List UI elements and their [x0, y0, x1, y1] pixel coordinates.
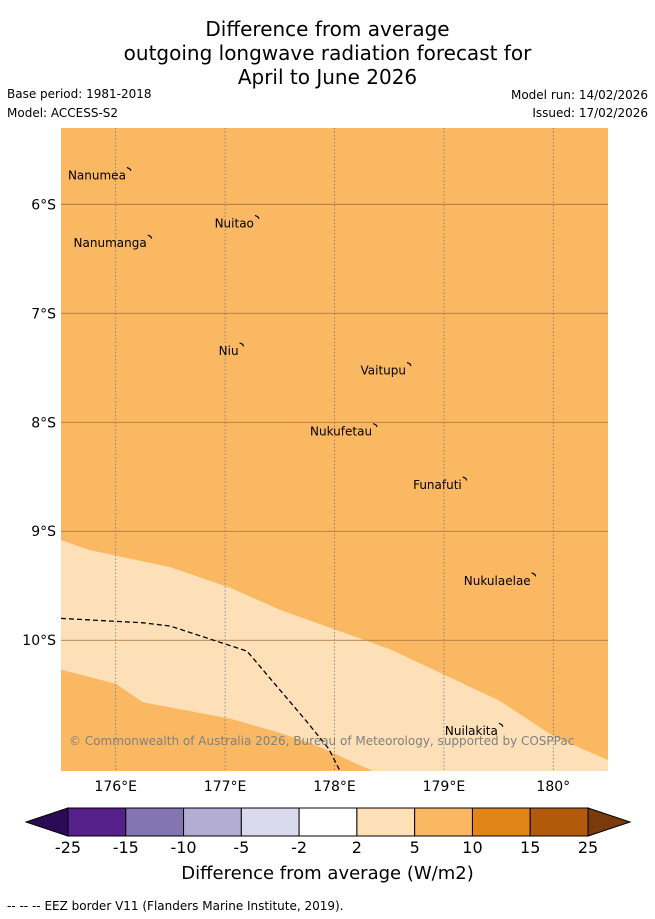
issued-date: Issued: 17/02/2026 [532, 106, 648, 120]
base-period: Base period: 1981-2018 [7, 87, 152, 101]
eez-border-legend-text: EEZ border V11 (Flanders Marine Institut… [44, 899, 344, 913]
colorbar-tick-label: -5 [233, 838, 250, 857]
island-label: Niu [219, 344, 239, 358]
longitude-tick-label: 178°E [313, 779, 356, 795]
island-label: Nukulaelae [464, 574, 531, 588]
colorbar-title: Difference from average (W/m2) [181, 863, 474, 884]
colorbar-segment [471, 807, 531, 837]
island-outline [531, 572, 537, 577]
island-outline [498, 722, 504, 727]
copyright-notice: © Commonwealth of Australia 2026, Bureau… [69, 734, 574, 748]
island-outline [372, 422, 378, 428]
colorbar-tick-label: -25 [54, 838, 82, 857]
island-outline [462, 476, 468, 481]
island-outline [147, 234, 153, 239]
colorbar-segment [356, 807, 416, 837]
colorbar-segment [529, 807, 589, 837]
island-label: Nukufetau [310, 425, 372, 439]
longitude-tick-label: 176°E [94, 779, 137, 795]
latitude-tick-label: 6°S [31, 197, 56, 213]
eez-border-line [61, 617, 341, 771]
latitude-tick-label: 8°S [31, 415, 56, 431]
map-title: Difference from average outgoing longwav… [0, 17, 655, 89]
colorbar-over-arrow [587, 807, 632, 837]
colorbar-under-arrow [24, 807, 69, 837]
island-label: Nanumanga [74, 236, 147, 250]
island-label: Funafuti [413, 478, 462, 492]
anomaly-region-2-to-5 [61, 540, 608, 771]
colorbar-segment [298, 807, 358, 837]
map-legend: -- -- -- EEZ border V11 (Flanders Marine… [7, 899, 344, 913]
colorbar-tick-label: 25 [577, 838, 599, 857]
model-name: Model: ACCESS-S2 [7, 106, 119, 120]
longitude-tick-label: 179°E [423, 779, 466, 795]
colorbar-segment [414, 807, 473, 837]
island-outline [126, 166, 132, 172]
colorbar-segment [183, 807, 242, 837]
island-outline [239, 342, 245, 347]
colorbar-tick-label: 15 [520, 838, 541, 857]
colorbar-tick-label: -2 [291, 838, 308, 857]
island-label: Nanumea [68, 168, 126, 182]
colorbar-segment [67, 807, 127, 837]
latitude-tick-label: 7°S [31, 306, 56, 322]
longitude-tick-label: 180° [536, 779, 570, 795]
model-run: Model run: 14/02/2026 [510, 88, 648, 102]
title-line-2: outgoing longwave radiation forecast for [123, 41, 532, 65]
longitude-tick-label: 177°E [204, 779, 247, 795]
latitude-tick-label: 9°S [31, 524, 56, 540]
colorbar-tick-label: 2 [351, 838, 362, 857]
colorbar-tick-label: 5 [409, 838, 420, 857]
title-line-3: April to June 2026 [237, 65, 418, 89]
colorbar-tick-label: 10 [462, 838, 483, 857]
latitude-tick-label: 10°S [22, 633, 56, 649]
plot-area: Nanumea Nuitao Nanumanga Niu Vaitupu Nukufeta… [61, 128, 608, 771]
colorbar-tick-label: -10 [170, 838, 197, 857]
title-line-1: Difference from average [205, 17, 450, 41]
eez-border-legend-marker: -- -- -- [7, 899, 41, 913]
island-label: Vaitupu [360, 363, 406, 377]
colorbar-segment [125, 807, 185, 837]
island-label: Nuilakita [445, 724, 498, 738]
colorbar-tick-label: -15 [112, 838, 139, 857]
island-label: Nuitao [215, 216, 254, 230]
island-outline [254, 214, 260, 220]
colorbar-segment [240, 807, 300, 837]
island-outline [406, 361, 412, 367]
